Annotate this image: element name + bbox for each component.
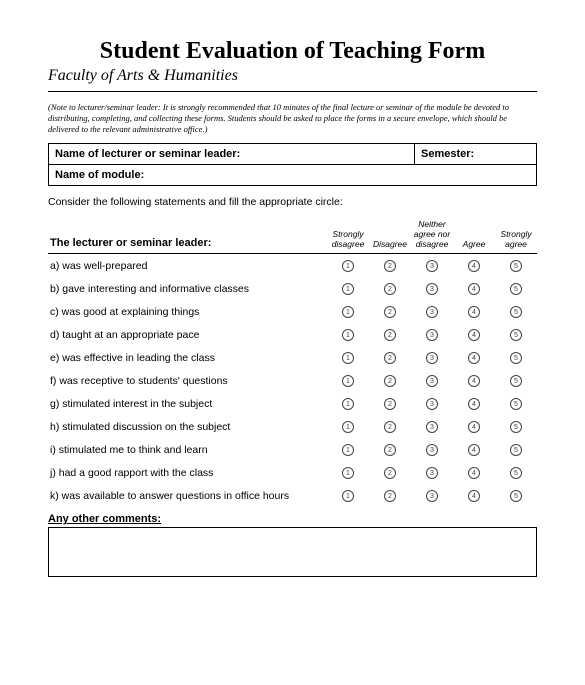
radio-k-3[interactable]: 3 <box>426 490 438 502</box>
table-row: k) was available to answer questions in … <box>48 484 537 507</box>
radio-f-1[interactable]: 1 <box>342 375 354 387</box>
scale-strongly-disagree: Strongly disagree <box>327 218 369 254</box>
radio-h-4[interactable]: 4 <box>468 421 480 433</box>
module-field[interactable]: Name of module: <box>49 165 537 186</box>
divider <box>48 91 537 92</box>
note-text: (Note to lecturer/seminar leader: It is … <box>48 102 537 135</box>
instruction-text: Consider the following statements and fi… <box>48 196 537 208</box>
radio-i-2[interactable]: 2 <box>384 444 396 456</box>
radio-f-5[interactable]: 5 <box>510 375 522 387</box>
statement-e: e) was effective in leading the class <box>48 346 327 369</box>
radio-k-5[interactable]: 5 <box>510 490 522 502</box>
radio-i-1[interactable]: 1 <box>342 444 354 456</box>
statement-h: h) stimulated discussion on the subject <box>48 415 327 438</box>
form-title: Student Evaluation of Teaching Form <box>48 38 537 65</box>
radio-b-5[interactable]: 5 <box>510 283 522 295</box>
table-row: e) was effective in leading the class 1 … <box>48 346 537 369</box>
statement-d: d) taught at an appropriate pace <box>48 323 327 346</box>
radio-e-1[interactable]: 1 <box>342 352 354 364</box>
radio-a-1[interactable]: 1 <box>342 260 354 272</box>
radio-b-1[interactable]: 1 <box>342 283 354 295</box>
semester-field[interactable]: Semester: <box>415 144 537 165</box>
table-row: b) gave interesting and informative clas… <box>48 277 537 300</box>
radio-c-4[interactable]: 4 <box>468 306 480 318</box>
radio-g-2[interactable]: 2 <box>384 398 396 410</box>
radio-a-2[interactable]: 2 <box>384 260 396 272</box>
radio-f-3[interactable]: 3 <box>426 375 438 387</box>
comments-label: Any other comments: <box>48 513 537 525</box>
radio-e-4[interactable]: 4 <box>468 352 480 364</box>
radio-g-5[interactable]: 5 <box>510 398 522 410</box>
radio-d-2[interactable]: 2 <box>384 329 396 341</box>
radio-c-1[interactable]: 1 <box>342 306 354 318</box>
table-row: h) stimulated discussion on the subject … <box>48 415 537 438</box>
section-header: The lecturer or seminar leader: <box>48 218 327 254</box>
radio-d-4[interactable]: 4 <box>468 329 480 341</box>
radio-h-2[interactable]: 2 <box>384 421 396 433</box>
statement-j: j) had a good rapport with the class <box>48 461 327 484</box>
radio-k-2[interactable]: 2 <box>384 490 396 502</box>
info-table: Name of lecturer or seminar leader: Seme… <box>48 143 537 186</box>
statement-b: b) gave interesting and informative clas… <box>48 277 327 300</box>
radio-a-4[interactable]: 4 <box>468 260 480 272</box>
table-row: a) was well-prepared 1 2 3 4 5 <box>48 254 537 278</box>
scale-agree: Agree <box>453 218 495 254</box>
table-row: d) taught at an appropriate pace 1 2 3 4… <box>48 323 537 346</box>
table-row: i) stimulated me to think and learn 1 2 … <box>48 438 537 461</box>
radio-j-4[interactable]: 4 <box>468 467 480 479</box>
radio-f-4[interactable]: 4 <box>468 375 480 387</box>
radio-h-1[interactable]: 1 <box>342 421 354 433</box>
radio-g-3[interactable]: 3 <box>426 398 438 410</box>
radio-d-1[interactable]: 1 <box>342 329 354 341</box>
radio-j-5[interactable]: 5 <box>510 467 522 479</box>
radio-h-5[interactable]: 5 <box>510 421 522 433</box>
radio-c-5[interactable]: 5 <box>510 306 522 318</box>
table-row: g) stimulated interest in the subject 1 … <box>48 392 537 415</box>
radio-e-5[interactable]: 5 <box>510 352 522 364</box>
radio-h-3[interactable]: 3 <box>426 421 438 433</box>
table-row: j) had a good rapport with the class 1 2… <box>48 461 537 484</box>
radio-k-4[interactable]: 4 <box>468 490 480 502</box>
radio-d-5[interactable]: 5 <box>510 329 522 341</box>
rating-grid: The lecturer or seminar leader: Strongly… <box>48 218 537 507</box>
radio-f-2[interactable]: 2 <box>384 375 396 387</box>
scale-neither: Neither agree nor disagree <box>411 218 453 254</box>
scale-strongly-agree: Strongly agree <box>495 218 537 254</box>
radio-b-4[interactable]: 4 <box>468 283 480 295</box>
statement-c: c) was good at explaining things <box>48 300 327 323</box>
radio-i-4[interactable]: 4 <box>468 444 480 456</box>
radio-b-3[interactable]: 3 <box>426 283 438 295</box>
radio-g-1[interactable]: 1 <box>342 398 354 410</box>
radio-e-3[interactable]: 3 <box>426 352 438 364</box>
form-subtitle: Faculty of Arts & Humanities <box>48 67 537 85</box>
radio-g-4[interactable]: 4 <box>468 398 480 410</box>
rating-rows: a) was well-prepared 1 2 3 4 5 b) gave i… <box>48 254 537 508</box>
statement-g: g) stimulated interest in the subject <box>48 392 327 415</box>
radio-j-3[interactable]: 3 <box>426 467 438 479</box>
scale-disagree: Disagree <box>369 218 411 254</box>
radio-i-3[interactable]: 3 <box>426 444 438 456</box>
radio-j-2[interactable]: 2 <box>384 467 396 479</box>
radio-d-3[interactable]: 3 <box>426 329 438 341</box>
comments-box[interactable] <box>48 527 537 577</box>
table-row: f) was receptive to students' questions … <box>48 369 537 392</box>
table-row: c) was good at explaining things 1 2 3 4… <box>48 300 537 323</box>
statement-f: f) was receptive to students' questions <box>48 369 327 392</box>
radio-a-3[interactable]: 3 <box>426 260 438 272</box>
radio-k-1[interactable]: 1 <box>342 490 354 502</box>
radio-e-2[interactable]: 2 <box>384 352 396 364</box>
radio-j-1[interactable]: 1 <box>342 467 354 479</box>
radio-b-2[interactable]: 2 <box>384 283 396 295</box>
radio-i-5[interactable]: 5 <box>510 444 522 456</box>
statement-a: a) was well-prepared <box>48 254 327 278</box>
statement-k: k) was available to answer questions in … <box>48 484 327 507</box>
lecturer-field[interactable]: Name of lecturer or seminar leader: <box>49 144 415 165</box>
radio-a-5[interactable]: 5 <box>510 260 522 272</box>
statement-i: i) stimulated me to think and learn <box>48 438 327 461</box>
radio-c-2[interactable]: 2 <box>384 306 396 318</box>
radio-c-3[interactable]: 3 <box>426 306 438 318</box>
